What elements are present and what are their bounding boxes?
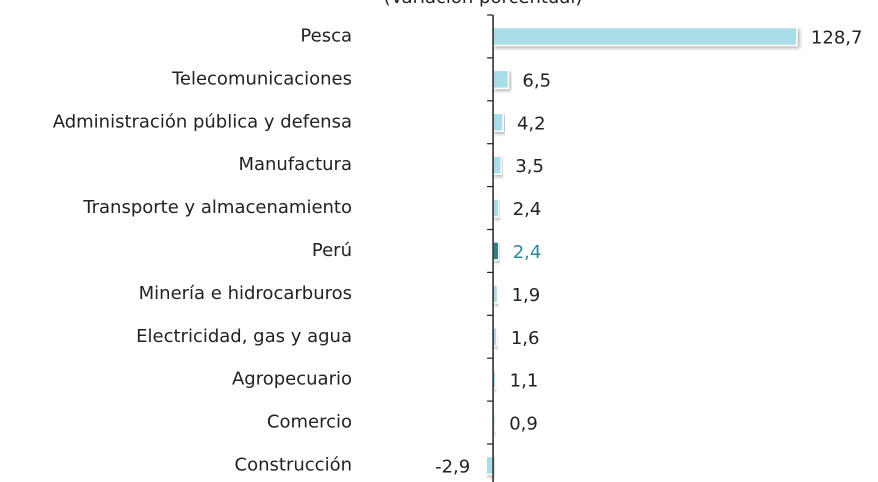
bar [492, 155, 503, 175]
y-tick-label: Agropecuario [232, 369, 352, 390]
value-label: 4,2 [517, 113, 546, 134]
bar [492, 69, 510, 90]
value-label: 1,6 [511, 328, 540, 349]
value-label: 1,1 [510, 371, 539, 392]
bar [492, 241, 500, 261]
bar [492, 112, 504, 132]
y-tick-label: Manufactura [238, 154, 352, 175]
value-label: -2,9 [435, 456, 470, 477]
chart-subtitle: (Variación porcentual) [384, 0, 583, 8]
y-tick-label: Comercio [267, 412, 352, 433]
y-tick-label: Electricidad, gas y agua [136, 326, 352, 347]
value-label: 2,4 [513, 242, 542, 263]
y-tick-label: Transporte y almacenamiento [82, 197, 352, 218]
y-tick-label: Pesca [300, 25, 352, 46]
value-label: 2,4 [513, 199, 542, 220]
bar [492, 26, 798, 47]
value-label: 128,7 [811, 27, 863, 48]
y-tick-label: Minería e hidrocarburos [139, 283, 352, 304]
value-label: 0,9 [509, 414, 538, 435]
bar [492, 198, 500, 218]
value-label: 1,9 [512, 285, 541, 306]
y-tick-label: Construcción [235, 454, 352, 475]
y-tick-label: Telecomunicaciones [171, 68, 352, 89]
y-tick-label: Administración pública y defensa [53, 111, 352, 132]
y-tick-label: Perú [312, 240, 352, 261]
value-label: 6,5 [522, 70, 551, 91]
value-label: 3,5 [515, 156, 544, 177]
bar [485, 455, 494, 476]
